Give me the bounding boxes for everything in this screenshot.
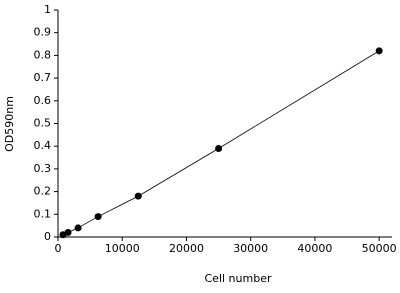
data-point xyxy=(215,144,223,152)
x-tick-label: 40000 xyxy=(297,242,332,255)
data-point xyxy=(134,192,142,200)
y-tick-label: 0.9 xyxy=(34,26,52,39)
x-tick-label: 30000 xyxy=(233,242,268,255)
y-tick-label: 0.4 xyxy=(34,139,52,152)
series-line xyxy=(62,50,380,236)
y-tick-label: 0.6 xyxy=(34,94,52,107)
data-point xyxy=(64,228,72,236)
y-tick-label: 0.8 xyxy=(34,48,52,61)
x-tick-label: 0 xyxy=(55,242,62,255)
y-tick-label: 0.7 xyxy=(34,71,52,84)
y-tick-label: 0 xyxy=(44,230,51,243)
y-tick-label: 1 xyxy=(44,3,51,16)
y-tick-label: 0.1 xyxy=(34,207,52,220)
data-point xyxy=(94,213,102,221)
y-tick-label: 0.2 xyxy=(34,185,52,198)
x-tick-label: 50000 xyxy=(362,242,397,255)
y-tick-label: 0.3 xyxy=(34,162,52,175)
y-axis-label: OD590nm xyxy=(3,96,16,152)
y-tick-label: 0.5 xyxy=(34,117,52,130)
x-axis-label: Cell number xyxy=(205,272,272,285)
x-tick-label: 20000 xyxy=(169,242,204,255)
x-tick-label: 10000 xyxy=(105,242,140,255)
data-point xyxy=(375,47,383,55)
data-point xyxy=(74,224,82,232)
